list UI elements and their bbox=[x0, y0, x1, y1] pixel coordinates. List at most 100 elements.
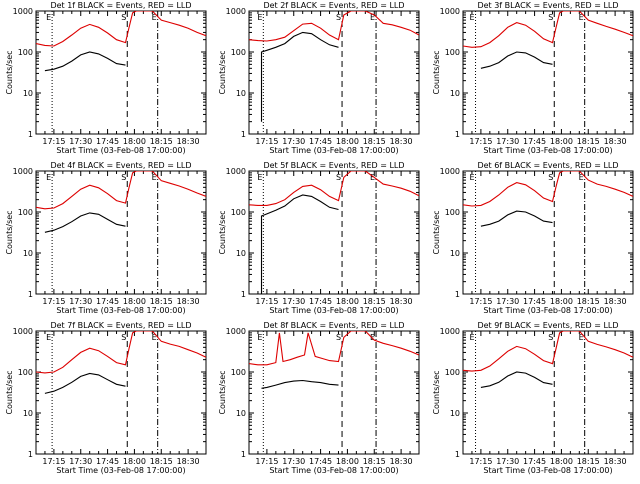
y-tick-label: 1000 bbox=[226, 7, 246, 16]
x-tick-label: 18:15 bbox=[150, 137, 173, 146]
x-axis-label: Start Time (03-Feb-08 17:00:00) bbox=[269, 466, 398, 475]
x-tick-label: 17:30 bbox=[69, 457, 92, 466]
x-tick-label: 17:45 bbox=[309, 457, 332, 466]
marker-label: S bbox=[336, 333, 341, 342]
x-tick-label: 17:30 bbox=[282, 457, 305, 466]
x-tick-label: 17:45 bbox=[96, 137, 119, 146]
x-tick-label: 17:30 bbox=[282, 297, 305, 306]
x-tick-label: 17:15 bbox=[42, 297, 65, 306]
series-line-events bbox=[260, 194, 339, 294]
x-tick-label: 17:45 bbox=[96, 457, 119, 466]
series-line-lld bbox=[463, 331, 633, 372]
x-axis-label: Start Time (03-Feb-08 17:00:00) bbox=[483, 466, 612, 475]
panel-det-2: Det 2f BLACK = Events, RED = LLD 1 10 100 10… bbox=[218, 1, 420, 155]
marker-label: E bbox=[257, 13, 262, 22]
marker-label: E bbox=[370, 333, 375, 342]
series-line-lld bbox=[249, 171, 419, 206]
panel-det-6: Det 6f BLACK = Events, RED = LLD 1 10 100 10… bbox=[432, 161, 634, 315]
y-axis-label: Counts/sec bbox=[5, 370, 14, 414]
chart-title: Det 9f BLACK = Events, RED = LLD bbox=[477, 321, 618, 330]
x-axis-label: Start Time (03-Feb-08 17:00:00) bbox=[269, 306, 398, 315]
x-axis-label: Start Time (03-Feb-08 17:00:00) bbox=[56, 146, 185, 155]
x-tick-label: 17:15 bbox=[469, 137, 492, 146]
panel-det-3: Det 3f BLACK = Events, RED = LLD 1 10 100 10… bbox=[432, 1, 634, 155]
x-tick-label: 17:30 bbox=[496, 457, 519, 466]
y-tick-label: 10 bbox=[23, 409, 33, 418]
x-tick-label: 17:15 bbox=[469, 457, 492, 466]
x-tick-label: 18:15 bbox=[577, 457, 600, 466]
y-tick-label: 10 bbox=[236, 409, 246, 418]
x-tick-label: 17:15 bbox=[255, 297, 278, 306]
y-tick-label: 1000 bbox=[226, 327, 246, 336]
plot-frame bbox=[248, 10, 420, 135]
y-tick-label: 10 bbox=[23, 89, 33, 98]
x-tick-label: 18:15 bbox=[363, 137, 386, 146]
y-axis-label: Counts/sec bbox=[218, 210, 227, 254]
x-tick-label: 17:45 bbox=[523, 137, 546, 146]
y-axis-label: Counts/sec bbox=[432, 370, 441, 414]
y-tick-label: 10 bbox=[236, 249, 246, 258]
x-tick-label: 18:15 bbox=[577, 137, 600, 146]
x-tick-label: 18:15 bbox=[363, 457, 386, 466]
y-tick-label: 10 bbox=[450, 89, 460, 98]
series-line-lld bbox=[463, 11, 633, 48]
series-line-events bbox=[44, 212, 126, 233]
series-line-lld bbox=[36, 331, 206, 374]
series-line-lld bbox=[36, 171, 206, 210]
y-tick-label: 10 bbox=[23, 249, 33, 258]
chart-title: Det 1f BLACK = Events, RED = LLD bbox=[50, 1, 191, 10]
marker-label: E bbox=[46, 173, 51, 182]
marker-label: S bbox=[548, 333, 553, 342]
y-tick-label: 1 bbox=[455, 130, 460, 139]
plot-frame bbox=[248, 330, 420, 455]
x-axis-label: Start Time (03-Feb-08 17:00:00) bbox=[56, 466, 185, 475]
series-line-events bbox=[480, 51, 553, 69]
chart-title: Det 5f BLACK = Events, RED = LLD bbox=[263, 161, 404, 170]
y-tick-label: 10 bbox=[450, 409, 460, 418]
series-line-events bbox=[480, 210, 553, 227]
marker-label: S bbox=[121, 173, 126, 182]
x-tick-label: 18:30 bbox=[177, 137, 200, 146]
plot-frame bbox=[462, 330, 634, 455]
y-tick-label: 1000 bbox=[440, 7, 460, 16]
series-line-lld bbox=[36, 11, 206, 47]
plot-frame bbox=[35, 170, 207, 295]
y-axis-label: Counts/sec bbox=[218, 50, 227, 94]
chart-title: Det 7f BLACK = Events, RED = LLD bbox=[50, 321, 191, 330]
marker-label: E bbox=[370, 173, 375, 182]
series-line-events bbox=[480, 371, 553, 388]
panel-det-4: Det 4f BLACK = Events, RED = LLD 1 10 100 10… bbox=[5, 161, 207, 315]
marker-label: E bbox=[470, 333, 475, 342]
y-tick-label: 1000 bbox=[13, 167, 33, 176]
x-tick-label: 18:15 bbox=[577, 297, 600, 306]
y-tick-label: 100 bbox=[445, 368, 460, 377]
x-tick-label: 17:30 bbox=[496, 137, 519, 146]
panel-det-9: Det 9f BLACK = Events, RED = LLD 1 10 100 10… bbox=[432, 321, 634, 475]
x-tick-label: 18:30 bbox=[604, 137, 627, 146]
marker-label: S bbox=[548, 13, 553, 22]
y-tick-label: 1 bbox=[241, 130, 246, 139]
marker-label: E bbox=[152, 13, 157, 22]
plot-frame bbox=[35, 10, 207, 135]
x-tick-label: 18:30 bbox=[390, 297, 413, 306]
marker-label: E bbox=[370, 13, 375, 22]
y-tick-label: 100 bbox=[18, 368, 33, 377]
series-line-events bbox=[44, 51, 126, 72]
x-axis-label: Start Time (03-Feb-08 17:00:00) bbox=[483, 146, 612, 155]
y-axis-label: Counts/sec bbox=[432, 210, 441, 254]
marker-label: E bbox=[470, 173, 475, 182]
marker-label: E bbox=[579, 13, 584, 22]
x-tick-label: 17:30 bbox=[282, 137, 305, 146]
marker-label: E bbox=[579, 173, 584, 182]
x-tick-label: 18:30 bbox=[604, 297, 627, 306]
x-tick-label: 18:00 bbox=[123, 457, 146, 466]
y-tick-label: 100 bbox=[18, 208, 33, 217]
x-tick-label: 17:15 bbox=[469, 297, 492, 306]
marker-label: E bbox=[46, 13, 51, 22]
series-line-events bbox=[44, 372, 126, 394]
x-tick-label: 17:15 bbox=[42, 137, 65, 146]
x-tick-label: 18:30 bbox=[177, 297, 200, 306]
panel-det-5: Det 5f BLACK = Events, RED = LLD 1 10 100 10… bbox=[218, 161, 420, 315]
x-tick-label: 17:45 bbox=[523, 457, 546, 466]
